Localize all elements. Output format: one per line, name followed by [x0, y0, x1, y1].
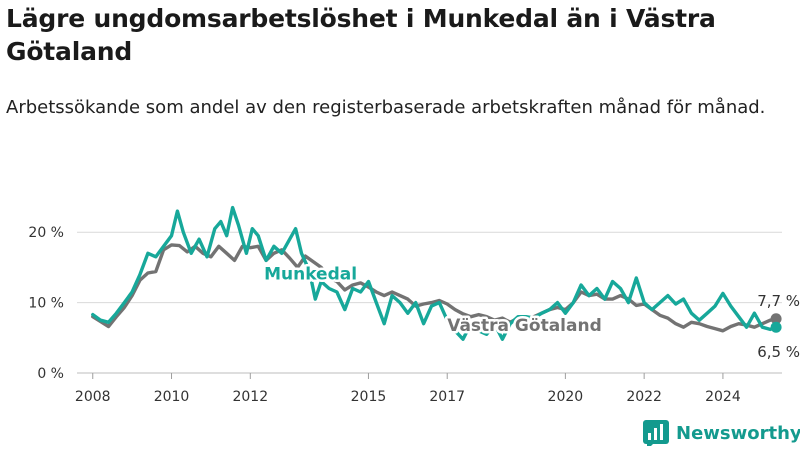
- x-tick-label: 2022: [626, 389, 662, 405]
- end-label-munkedal: 6,5 %: [757, 343, 800, 361]
- newsworthy-logo: Newsworthy: [643, 418, 800, 448]
- bar-chart-icon: [643, 420, 669, 446]
- chart-title: Lägre ungdomsarbetslöshet i Munkedal än …: [6, 4, 716, 66]
- end-point-vastra-gotaland: [770, 313, 782, 325]
- y-tick-label: 20 %: [28, 225, 64, 241]
- x-tick-label: 2024: [705, 389, 741, 405]
- brand-name: Newsworthy: [676, 422, 800, 444]
- end-label-vastra-gotaland: 7,7 %: [757, 292, 800, 310]
- chart-subtitle: Arbetssökande som andel av den registerb…: [6, 97, 766, 118]
- x-tick-label: 2010: [154, 389, 190, 405]
- x-tick-label: 2012: [232, 389, 268, 405]
- x-tick-label: 2020: [548, 389, 584, 405]
- series-line-munkedal: [91, 205, 778, 341]
- end-point-munkedal: [770, 321, 782, 333]
- x-tick-label: 2008: [75, 389, 111, 405]
- series-label-vastra-gotaland: Västra Götaland: [447, 316, 602, 336]
- series-label-munkedal: Munkedal: [264, 264, 357, 284]
- y-tick-label: 10 %: [28, 296, 64, 312]
- series-line-v-stra-g-taland: [91, 243, 778, 333]
- y-tick-label: 0 %: [37, 366, 64, 382]
- x-tick-label: 2017: [429, 389, 465, 405]
- x-tick-label: 2015: [351, 389, 387, 405]
